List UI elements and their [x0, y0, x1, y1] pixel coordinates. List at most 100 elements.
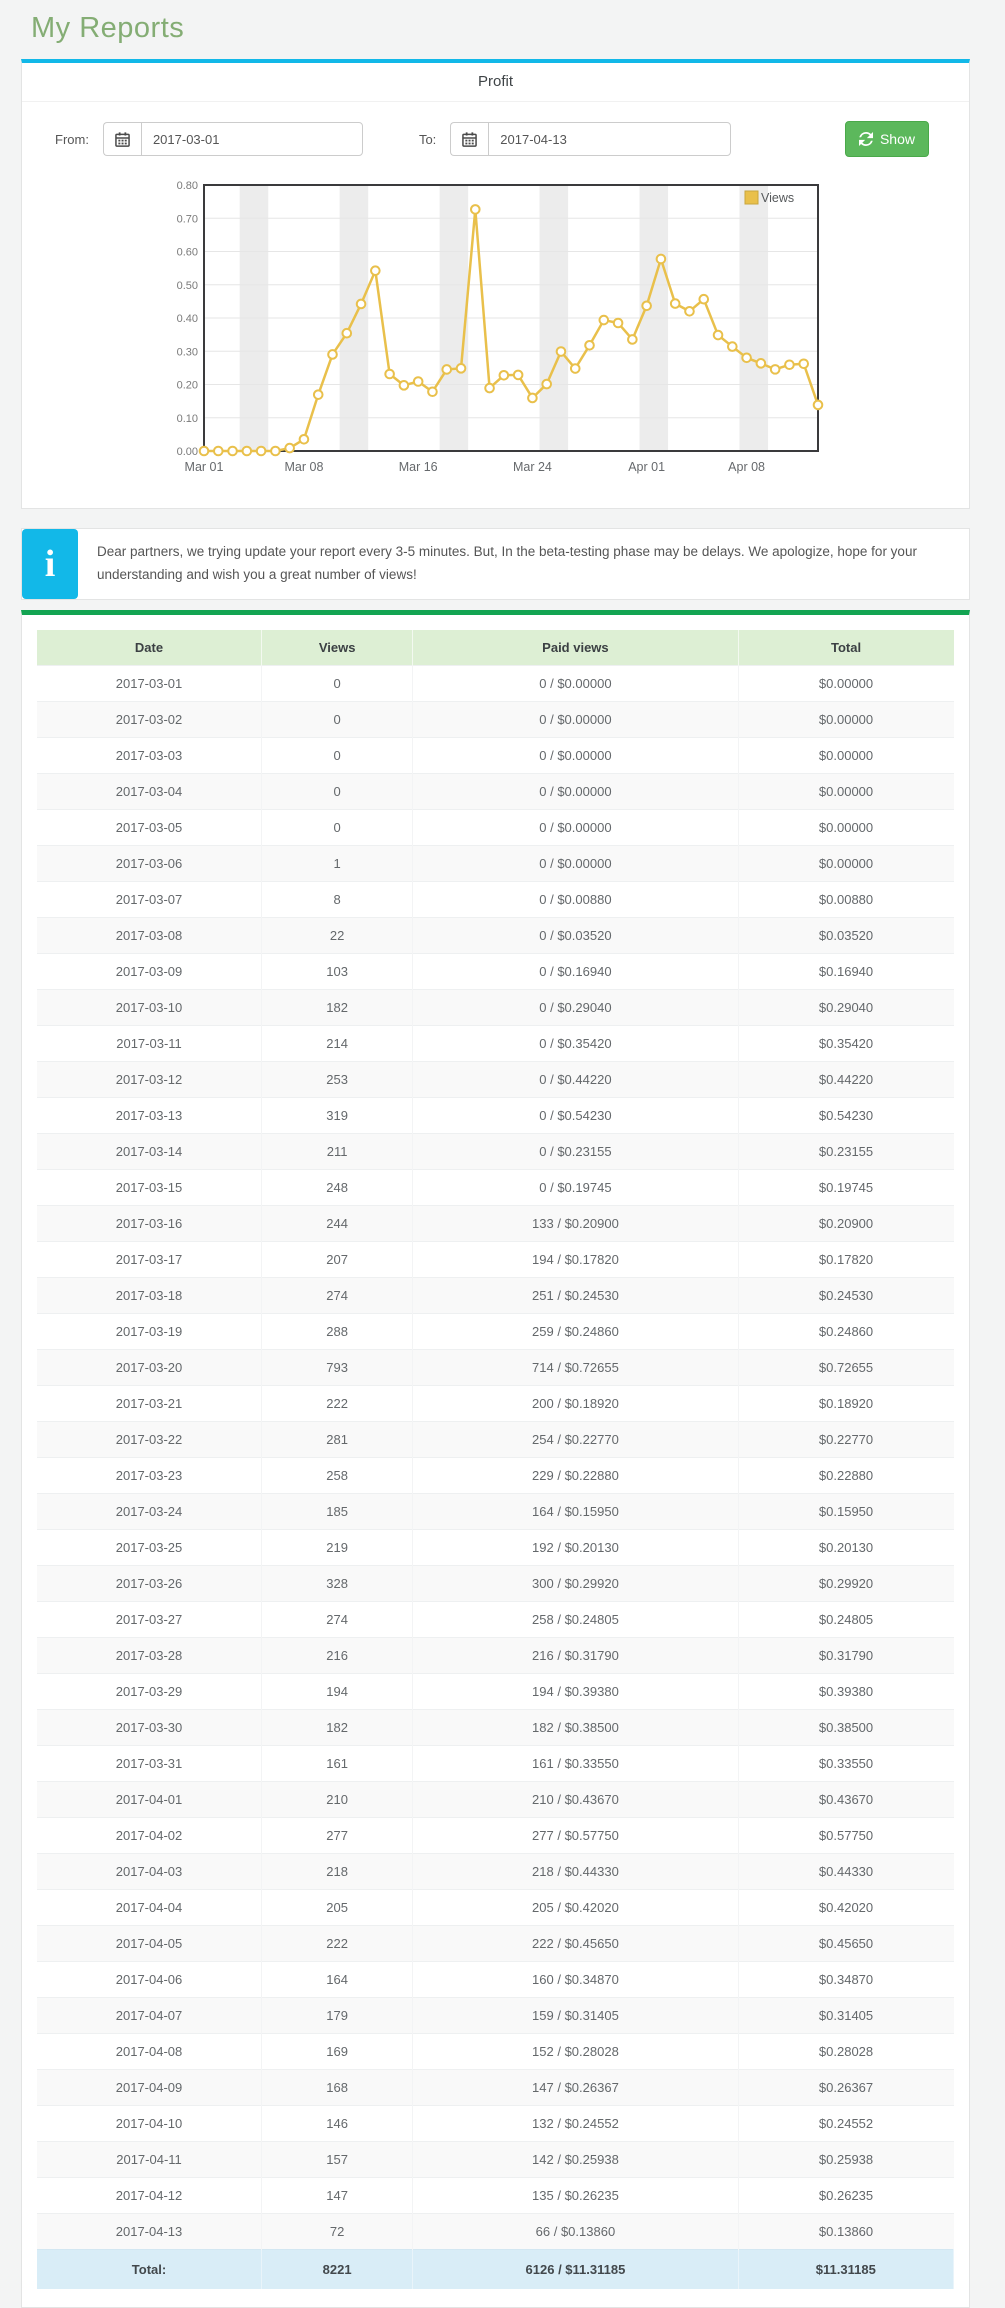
report-table-panel: Date Views Paid views Total 2017-03-01 0 0 / … [21, 609, 970, 2308]
table-header-cell: Date [37, 629, 263, 666]
table-cell: 0 / $0.00000 [412, 700, 739, 738]
info-box: i Dear partners, we trying update your r… [21, 528, 970, 600]
table-cell: 182 [261, 988, 414, 1026]
table-cell: 2017-04-13 [37, 2212, 263, 2250]
table-cell: 2017-04-03 [37, 1852, 263, 1890]
table-cell: $0.24552 [738, 2104, 954, 2142]
table-cell: 2017-03-19 [37, 1312, 263, 1350]
table-cell: $0.42020 [738, 1888, 954, 1926]
table-cell: 2017-04-06 [37, 1960, 263, 1998]
table-cell: 254 / $0.22770 [412, 1420, 739, 1458]
table-cell: 2017-03-05 [37, 808, 263, 846]
table-row: 2017-04-08 169 152 / $0.28028 $0.28028 [37, 2032, 954, 2070]
table-cell: 218 / $0.44330 [412, 1852, 739, 1890]
table-cell: 2017-03-22 [37, 1420, 263, 1458]
table-row: 2017-03-20 793 714 / $0.72655 $0.72655 [37, 1348, 954, 1386]
table-cell: $0.19745 [738, 1168, 954, 1206]
show-button[interactable]: Show [844, 121, 929, 157]
svg-text:0.40: 0.40 [176, 313, 197, 325]
table-row: 2017-03-31 161 161 / $0.33550 $0.33550 [37, 1744, 954, 1782]
table-cell: $0.72655 [738, 1348, 954, 1386]
table-cell: 8 [261, 880, 414, 918]
table-cell: 274 [261, 1600, 414, 1638]
table-cell: 300 / $0.29920 [412, 1564, 739, 1602]
table-cell: 192 / $0.20130 [412, 1528, 739, 1566]
table-row: 2017-04-03 218 218 / $0.44330 $0.44330 [37, 1852, 954, 1890]
from-input-group [102, 122, 419, 156]
table-cell: 328 [261, 1564, 414, 1602]
info-text: Dear partners, we trying update your rep… [97, 544, 917, 582]
table-row: 2017-03-15 248 0 / $0.19745 $0.19745 [37, 1168, 954, 1206]
table-cell: 2017-04-02 [37, 1816, 263, 1854]
table-cell: 160 / $0.34870 [412, 1960, 739, 1998]
table-cell: 222 / $0.45650 [412, 1924, 739, 1962]
table-cell: 182 / $0.38500 [412, 1708, 739, 1746]
to-date-input[interactable] [488, 122, 732, 156]
table-cell: 216 [261, 1636, 414, 1674]
table-cell: 0 / $0.29040 [412, 988, 739, 1026]
table-cell: 2017-03-15 [37, 1168, 263, 1206]
to-input-group [450, 122, 732, 156]
table-cell: 274 [261, 1276, 414, 1314]
table-cell: 219 [261, 1528, 414, 1566]
table-row: 2017-03-02 0 0 / $0.00000 $0.00000 [37, 700, 954, 738]
table-cell: 2017-03-26 [37, 1564, 263, 1602]
table-cell: $0.38500 [738, 1708, 954, 1746]
table-cell: 2017-03-08 [37, 916, 263, 954]
table-cell: 2017-04-09 [37, 2068, 263, 2106]
calendar-icon[interactable] [450, 122, 489, 156]
table-cell: 164 / $0.15950 [412, 1492, 739, 1530]
table-cell: 0 / $0.23155 [412, 1132, 739, 1170]
profit-panel-title: Profit [22, 63, 969, 102]
table-cell: 211 [261, 1132, 414, 1170]
table-cell: 0 / $0.00880 [412, 880, 739, 918]
table-cell: 2017-03-06 [37, 844, 263, 882]
table-cell: 0 [261, 772, 414, 810]
table-cell: 103 [261, 952, 414, 990]
table-cell: 0 / $0.03520 [412, 916, 739, 954]
table-cell: 0 / $0.00000 [412, 844, 739, 882]
table-cell: $0.43670 [738, 1780, 954, 1818]
table-cell: 1 [261, 844, 414, 882]
table-row: 2017-03-30 182 182 / $0.38500 $0.38500 [37, 1708, 954, 1746]
table-cell: $0.31790 [738, 1636, 954, 1674]
table-cell: 0 [261, 736, 414, 774]
views-line-chart: 0.00 0.10 0.20 0.30 0.40 0.50 0.60 0.70 0.80 Mar … [166, 179, 826, 508]
table-row: 2017-04-10 146 132 / $0.24552 $0.24552 [37, 2104, 954, 2142]
table-cell: $0.18920 [738, 1384, 954, 1422]
table-row: 2017-03-18 274 251 / $0.24530 $0.24530 [37, 1276, 954, 1314]
table-cell: 207 [261, 1240, 414, 1278]
table-cell: $0.57750 [738, 1816, 954, 1854]
table-cell: 214 [261, 1024, 414, 1062]
show-button-label: Show [879, 131, 915, 147]
table-row: 2017-03-11 214 0 / $0.35420 $0.35420 [37, 1024, 954, 1062]
table-cell: 0 [261, 664, 414, 702]
table-cell: 2017-04-01 [37, 1780, 263, 1818]
table-cell: 0 / $0.35420 [412, 1024, 739, 1062]
table-cell: 2017-03-09 [37, 952, 263, 990]
svg-text:0.50: 0.50 [176, 280, 197, 292]
table-cell: $0.00000 [738, 664, 954, 702]
total-cell: 6126 / $11.31185 [412, 2248, 739, 2289]
table-row: 2017-03-16 244 133 / $0.20900 $0.20900 [37, 1204, 954, 1242]
from-date-input[interactable] [140, 122, 363, 156]
table-cell: $0.00880 [738, 880, 954, 918]
table-cell: 157 [261, 2140, 414, 2178]
table-cell: 146 [261, 2104, 414, 2142]
calendar-icon[interactable] [102, 122, 141, 156]
table-cell: 205 / $0.42020 [412, 1888, 739, 1926]
svg-text:Apr 08: Apr 08 [728, 460, 765, 474]
svg-text:0.70: 0.70 [176, 213, 197, 225]
table-cell: 2017-03-14 [37, 1132, 263, 1170]
table-cell: $0.26235 [738, 2176, 954, 2214]
table-header-cell: Total [738, 629, 954, 666]
table-cell: 142 / $0.25938 [412, 2140, 739, 2178]
table-cell: 2017-03-21 [37, 1384, 263, 1422]
table-cell: 0 / $0.54230 [412, 1096, 739, 1134]
table-cell: $0.23155 [738, 1132, 954, 1170]
table-row: 2017-03-25 219 192 / $0.20130 $0.20130 [37, 1528, 954, 1566]
table-cell: $0.31405 [738, 1996, 954, 2034]
table-cell: 0 / $0.19745 [412, 1168, 739, 1206]
table-cell: $0.13860 [738, 2212, 954, 2250]
svg-text:Mar 08: Mar 08 [284, 460, 323, 474]
